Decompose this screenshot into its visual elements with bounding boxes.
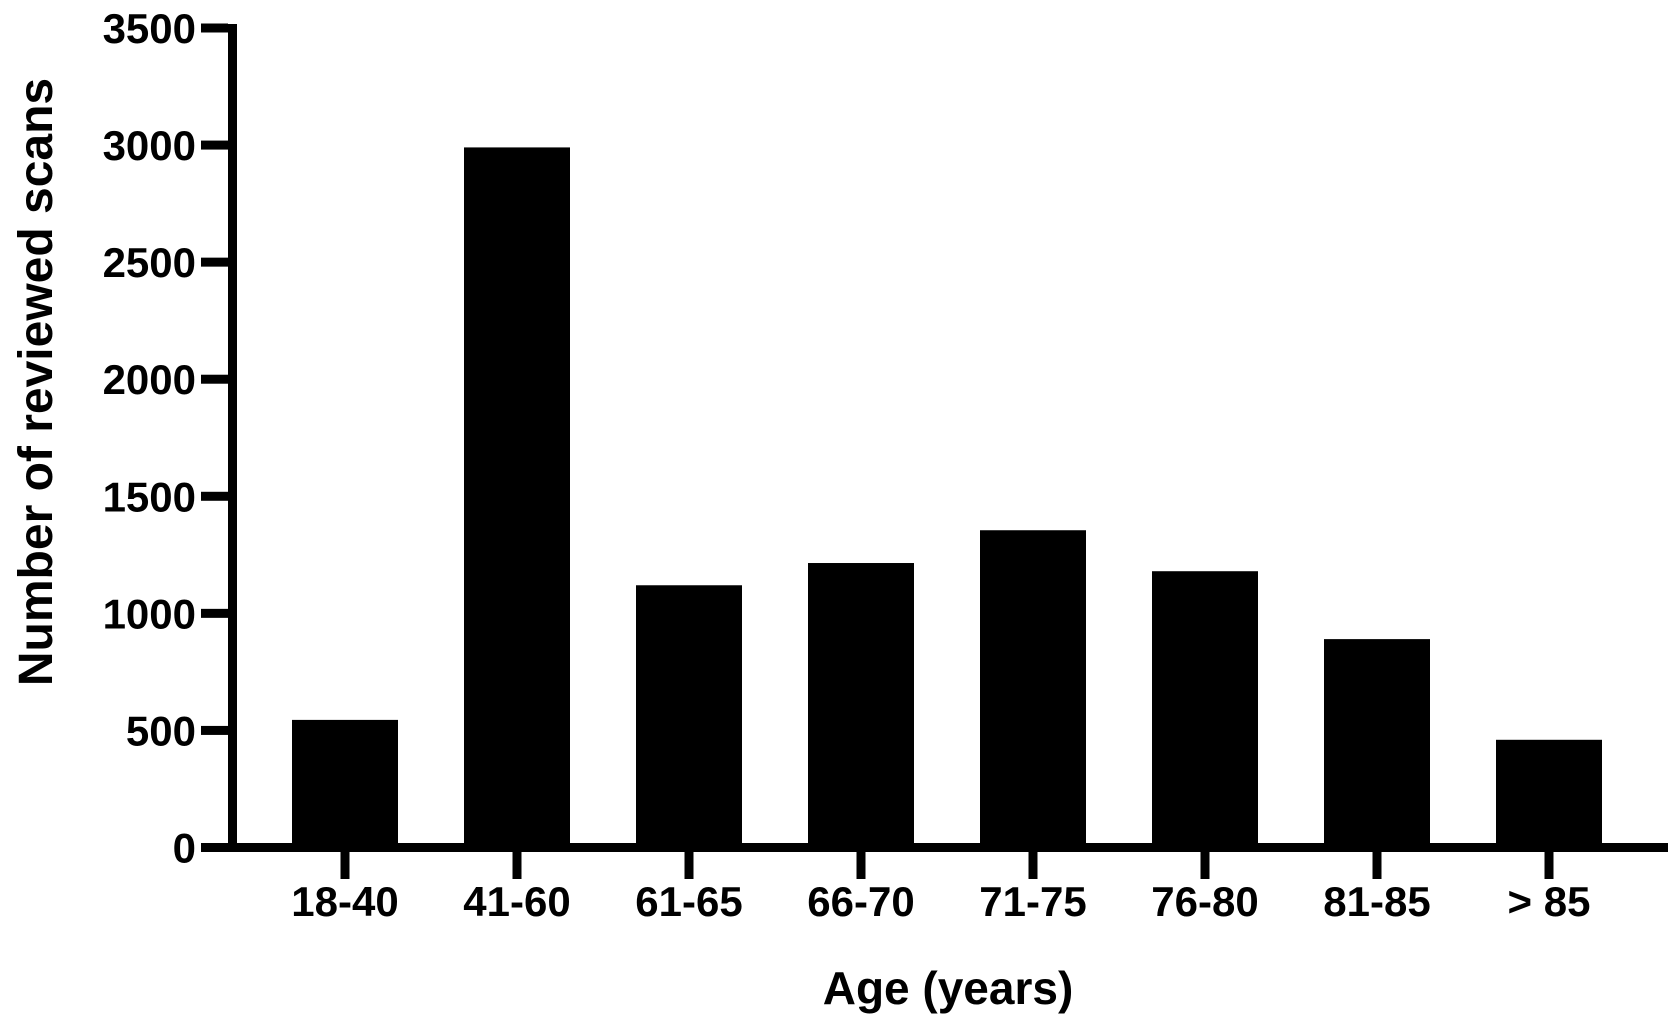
x-tick-label: > 85 — [1508, 878, 1591, 925]
y-tick-mark — [201, 257, 228, 267]
y-tick-label: 1500 — [103, 473, 196, 520]
bar — [980, 530, 1086, 848]
bar — [808, 563, 914, 848]
y-tick-mark — [201, 140, 228, 150]
x-tick-mark — [1372, 852, 1382, 879]
x-tick-mark — [1544, 852, 1554, 879]
y-tick-label: 0 — [173, 825, 196, 872]
y-tick-mark — [201, 491, 228, 501]
bars-group — [292, 147, 1602, 848]
y-tick-label: 3000 — [103, 122, 196, 169]
x-tick-mark — [1200, 852, 1210, 879]
bar — [636, 585, 742, 848]
y-tick-mark — [201, 374, 228, 384]
x-tick-label: 71-75 — [979, 878, 1086, 925]
bar — [464, 147, 570, 848]
y-tick-label: 2500 — [103, 239, 196, 286]
x-tick-label: 61-65 — [635, 878, 742, 925]
x-tick-mark — [684, 852, 694, 879]
y-tick-mark — [201, 608, 228, 618]
bar — [292, 719, 398, 848]
x-tick-label: 81-85 — [1323, 878, 1430, 925]
x-tick-mark — [512, 852, 522, 879]
x-tick-label: 66-70 — [807, 878, 914, 925]
x-ticks-group: 18-40 41-60 61-65 66-70 71-75 76-80 81-85 > 85 — [291, 852, 1590, 925]
x-tick-mark — [856, 852, 866, 879]
y-tick-mark — [201, 843, 228, 852]
y-tick-mark — [201, 23, 228, 33]
x-tick-mark — [340, 852, 350, 879]
y-ticks-group: 0 500 1000 1500 2000 2500 3000 3500 — [103, 5, 228, 872]
x-axis-title: Age (years) — [823, 962, 1074, 1014]
y-tick-label: 2000 — [103, 356, 196, 403]
x-tick-label: 76-80 — [1151, 878, 1258, 925]
y-tick-label: 500 — [126, 707, 196, 754]
y-tick-label: 1000 — [103, 590, 196, 637]
axes-group — [228, 24, 1668, 852]
bar — [1152, 571, 1258, 848]
x-axis-line — [228, 843, 1668, 852]
bar — [1496, 739, 1602, 848]
x-tick-label: 41-60 — [463, 878, 570, 925]
x-tick-mark — [1028, 852, 1038, 879]
y-axis-title: Number of reviewed scans — [10, 78, 63, 686]
x-tick-label: 18-40 — [291, 878, 398, 925]
y-tick-label: 3500 — [103, 5, 196, 52]
y-tick-mark — [201, 725, 228, 735]
bar — [1324, 639, 1430, 848]
y-axis-line — [228, 24, 237, 852]
